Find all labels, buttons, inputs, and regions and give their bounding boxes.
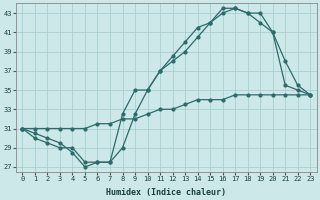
X-axis label: Humidex (Indice chaleur): Humidex (Indice chaleur)	[106, 188, 226, 197]
